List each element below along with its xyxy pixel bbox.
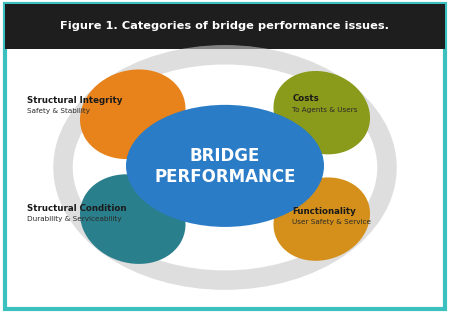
Ellipse shape	[80, 69, 185, 159]
Text: Costs: Costs	[292, 94, 319, 103]
Ellipse shape	[126, 105, 324, 227]
Ellipse shape	[80, 174, 185, 264]
FancyBboxPatch shape	[5, 4, 445, 309]
Text: Functionality: Functionality	[292, 207, 356, 216]
Text: BRIDGE: BRIDGE	[190, 147, 260, 165]
Text: Figure 1. Categories of bridge performance issues.: Figure 1. Categories of bridge performan…	[60, 21, 390, 31]
Text: To Agents & Users: To Agents & Users	[292, 106, 358, 113]
Ellipse shape	[274, 177, 370, 261]
Text: Structural Condition: Structural Condition	[27, 204, 126, 213]
Text: Safety & Stability: Safety & Stability	[27, 108, 90, 114]
Text: PERFORMANCE: PERFORMANCE	[154, 168, 296, 186]
FancyBboxPatch shape	[5, 4, 445, 49]
Text: Durability & Serviceability: Durability & Serviceability	[27, 216, 122, 222]
Ellipse shape	[274, 71, 370, 154]
Text: User Safety & Service: User Safety & Service	[292, 219, 372, 225]
Text: Structural Integrity: Structural Integrity	[27, 96, 122, 105]
